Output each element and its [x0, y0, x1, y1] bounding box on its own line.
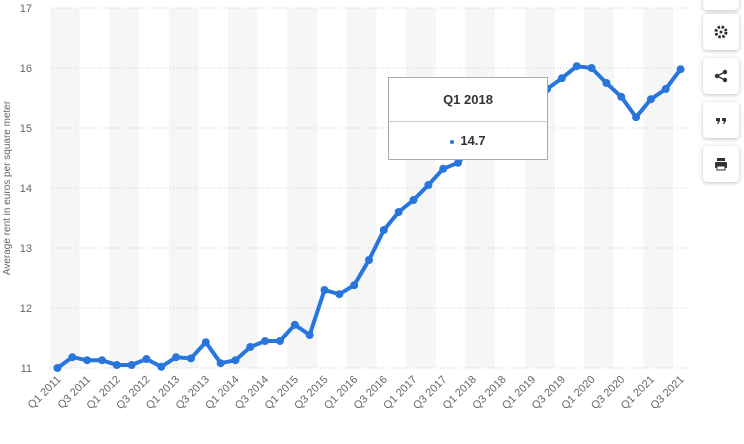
- point: [646, 95, 655, 104]
- cite-button[interactable]: [703, 102, 739, 138]
- point: [394, 208, 403, 216]
- point: [661, 85, 670, 93]
- point: [439, 164, 448, 173]
- point: [350, 281, 359, 290]
- point: [454, 158, 463, 167]
- point: [572, 62, 581, 71]
- tooltip-dot: [450, 139, 455, 144]
- point: [335, 290, 344, 299]
- point: [275, 337, 284, 345]
- point: [632, 113, 641, 122]
- y-tick-label: 16: [20, 63, 32, 75]
- tooltip-value: 14.7: [460, 133, 486, 148]
- point: [409, 196, 418, 204]
- point: [157, 362, 166, 371]
- button[interactable]: [703, 0, 739, 10]
- share-button[interactable]: [703, 58, 739, 94]
- print-icon: [715, 158, 727, 171]
- point: [68, 353, 77, 362]
- point: [112, 361, 121, 369]
- y-axis-title: Average rent in euros per square meter: [2, 100, 13, 275]
- point: [216, 359, 225, 368]
- band: [50, 8, 80, 368]
- y-tick-label: 11: [21, 363, 32, 375]
- band: [465, 8, 496, 368]
- point: [379, 226, 388, 234]
- tooltip: Q1 2018 14.7: [388, 77, 548, 160]
- point: [172, 353, 181, 362]
- point: [290, 320, 299, 329]
- point: [127, 361, 136, 369]
- y-tick-label: 17: [20, 3, 32, 15]
- point: [261, 337, 270, 345]
- point: [53, 364, 62, 372]
- point: [557, 74, 566, 83]
- cite-icon: [716, 118, 726, 124]
- tooltip-value-row: 14.7: [389, 122, 547, 160]
- y-tick-label: 13: [20, 243, 32, 255]
- point: [320, 286, 329, 294]
- point: [83, 356, 92, 365]
- point: [305, 331, 314, 339]
- point: [602, 79, 611, 87]
- point: [186, 354, 195, 363]
- point: [617, 92, 626, 101]
- chart: Average rent in euros per square meter 1…: [2, 3, 688, 412]
- y-tick-label: 12: [20, 303, 32, 315]
- share-icon: [714, 69, 728, 83]
- settings-button[interactable]: [703, 14, 739, 50]
- point: [201, 338, 210, 347]
- y-tick-label: 15: [20, 123, 32, 135]
- point: [142, 355, 151, 363]
- band: [584, 8, 614, 368]
- y-tick-label: 14: [20, 183, 32, 195]
- point: [587, 64, 596, 72]
- point: [246, 343, 255, 351]
- point: [97, 356, 106, 365]
- settings-icon: [714, 25, 728, 39]
- print-button[interactable]: [703, 146, 739, 182]
- point: [424, 181, 433, 189]
- point: [365, 256, 373, 264]
- tooltip-category: Q1 2018: [389, 78, 547, 122]
- point: [231, 356, 240, 365]
- point: [676, 65, 685, 74]
